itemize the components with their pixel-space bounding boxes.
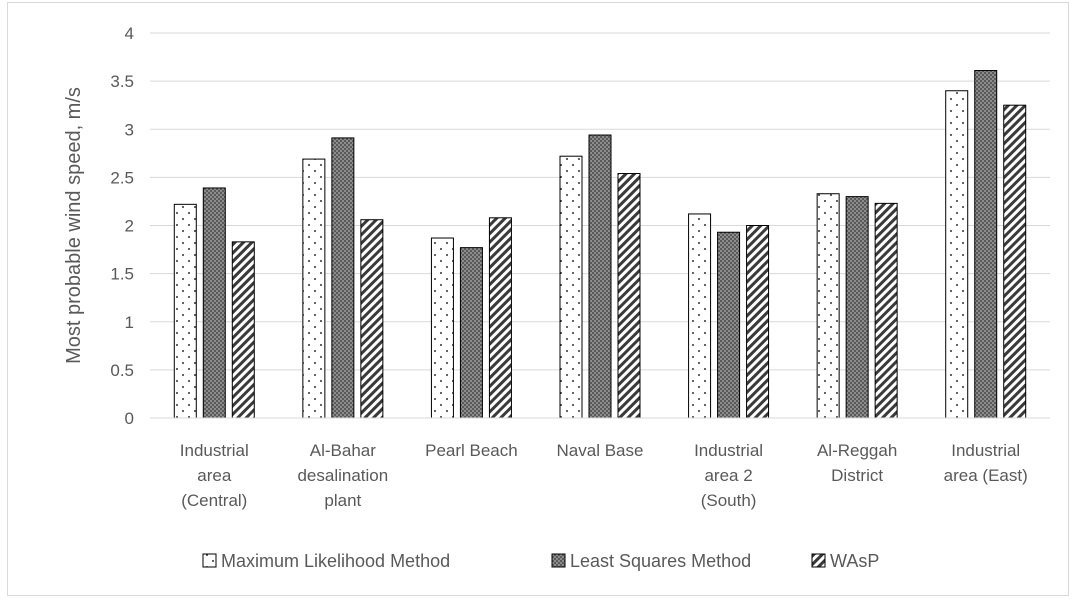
bar-diagonal bbox=[746, 225, 770, 419]
bar-diagonal bbox=[231, 241, 255, 419]
y-axis-title: Most probable wind speed, m/s bbox=[63, 87, 85, 364]
x-category-label: Al-Reggah District bbox=[817, 441, 897, 485]
y-tick-label: 0.5 bbox=[110, 361, 134, 380]
x-category-label-line: area 2 bbox=[704, 466, 752, 485]
x-category-label-line: (South) bbox=[701, 491, 757, 510]
x-category-label: Industrial area (East) bbox=[944, 441, 1028, 485]
y-tick-label: 0 bbox=[125, 409, 134, 428]
bar-diagonal bbox=[1003, 104, 1027, 419]
bar-dots bbox=[173, 203, 197, 419]
x-category-label-line: area (East) bbox=[944, 466, 1028, 485]
legend: Maximum Likelihood Method Least Squares M… bbox=[202, 551, 879, 571]
y-tick-label: 1.5 bbox=[110, 265, 134, 284]
x-category-label-line: Al-Reggah bbox=[817, 441, 897, 460]
y-tick-label: 4 bbox=[125, 24, 134, 43]
x-category-label: Industrial area (Central) bbox=[180, 441, 249, 510]
y-tick-label: 1 bbox=[125, 313, 134, 332]
bars bbox=[150, 70, 1050, 419]
x-axis-categories: Industrial area (Central) Al-Bahar desalinat… bbox=[180, 441, 1028, 510]
bar-diagonal bbox=[360, 219, 384, 419]
bar-checker bbox=[202, 187, 226, 419]
x-category-label-line: desalination bbox=[297, 466, 388, 485]
x-category-label-line: District bbox=[831, 466, 883, 485]
bar-checker bbox=[331, 137, 355, 419]
x-category-label: Al-Bahar desalination plant bbox=[297, 441, 388, 510]
x-category-label-line: Naval Base bbox=[557, 441, 644, 460]
bar-checker bbox=[974, 70, 998, 419]
bar-diagonal bbox=[488, 217, 512, 419]
x-category-label: Naval Base bbox=[557, 441, 644, 460]
y-axis-ticks: 0 0.5 1 1.5 2 2.5 3 3.5 4 bbox=[110, 24, 134, 428]
y-tick-label: 3 bbox=[125, 120, 134, 139]
x-category-label: Industrial area 2 (South) bbox=[694, 441, 763, 510]
x-category-label-line: Industrial bbox=[694, 441, 763, 460]
x-category-label-line: plant bbox=[324, 491, 361, 510]
legend-label: WAsP bbox=[830, 551, 879, 571]
x-category-label-line: Pearl Beach bbox=[425, 441, 518, 460]
y-tick-label: 2 bbox=[125, 217, 134, 236]
x-category-label-line: Al-Bahar bbox=[310, 441, 376, 460]
bar-dots bbox=[430, 237, 454, 419]
bar-checker bbox=[588, 134, 612, 419]
y-tick-label: 3.5 bbox=[110, 72, 134, 91]
bar-dots bbox=[688, 213, 712, 419]
bar-checker bbox=[459, 247, 483, 419]
bar-checker bbox=[717, 231, 741, 419]
legend-swatch bbox=[811, 553, 826, 568]
bar-checker bbox=[845, 196, 869, 419]
x-category-label-line: (Central) bbox=[181, 491, 247, 510]
bar-dots bbox=[559, 155, 583, 419]
legend-swatch bbox=[202, 553, 217, 568]
bar-dots bbox=[302, 158, 326, 419]
bar-dots bbox=[945, 90, 969, 419]
bar-diagonal bbox=[874, 202, 898, 419]
legend-label: Maximum Likelihood Method bbox=[221, 551, 450, 571]
bar-dots bbox=[816, 193, 840, 419]
x-category-label-line: Industrial bbox=[951, 441, 1020, 460]
legend-swatch bbox=[551, 553, 566, 568]
y-tick-label: 2.5 bbox=[110, 168, 134, 187]
x-category-label-line: area bbox=[197, 466, 232, 485]
bar-diagonal bbox=[617, 173, 641, 419]
x-category-label: Pearl Beach bbox=[425, 441, 518, 460]
x-category-label-line: Industrial bbox=[180, 441, 249, 460]
legend-label: Least Squares Method bbox=[570, 551, 751, 571]
